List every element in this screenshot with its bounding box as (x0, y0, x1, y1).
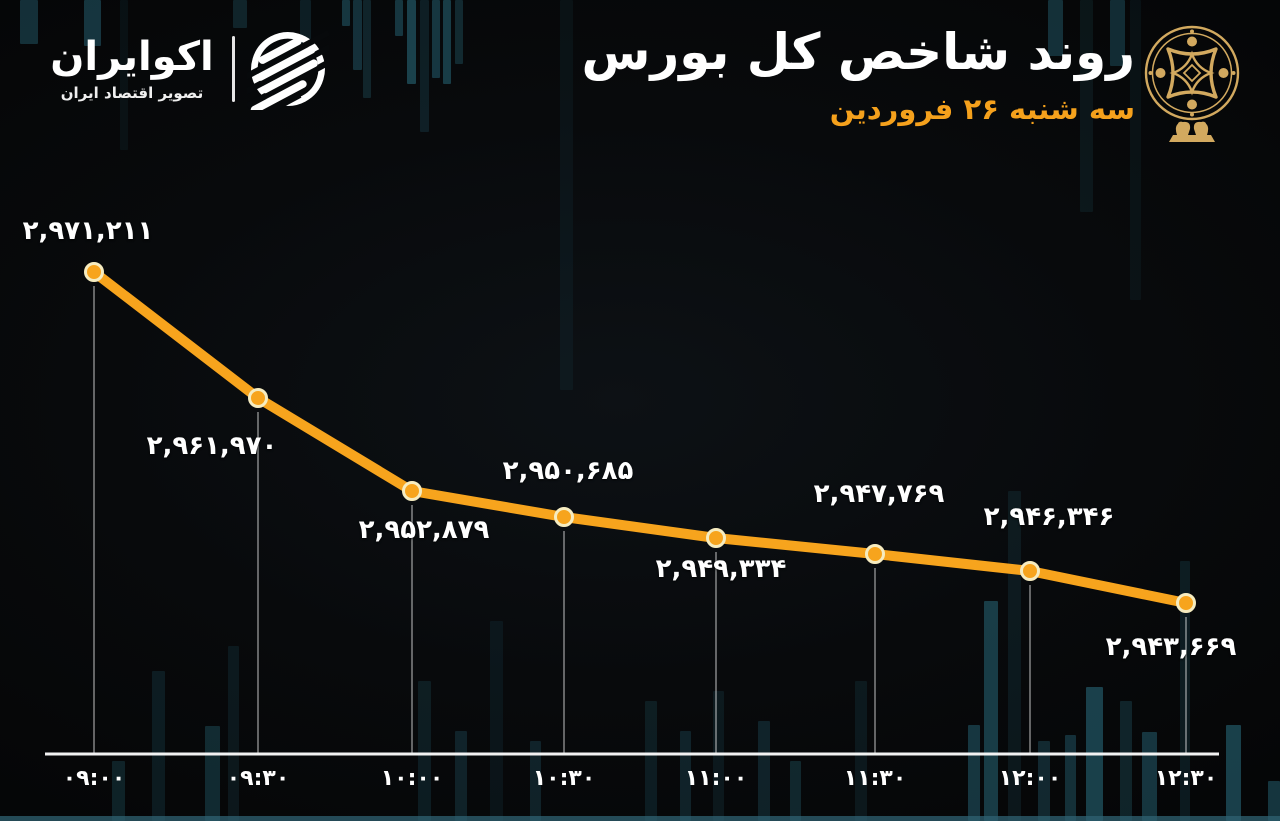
background-bar (455, 0, 463, 64)
background-bar (1120, 701, 1132, 821)
background-bar (1180, 561, 1190, 821)
background-bar (432, 0, 440, 78)
data-point-marker (1176, 593, 1196, 613)
background-bar (1048, 0, 1063, 56)
background-bar (1268, 781, 1280, 821)
background-bar (205, 726, 220, 821)
background-bar (560, 0, 573, 390)
background-bar (758, 721, 770, 821)
background-bar (1065, 735, 1076, 821)
background-bar (420, 0, 429, 132)
background-bar (1110, 0, 1125, 66)
background-bar (228, 646, 239, 821)
data-point-marker (402, 481, 422, 501)
background-bar (984, 601, 998, 821)
background-bar (395, 0, 403, 36)
background-bar (363, 0, 371, 98)
background-bar (1038, 741, 1050, 821)
background-bar (233, 0, 247, 28)
brand-text: اکوایران تصویر اقتصاد ایران (46, 34, 218, 102)
background-bar (443, 0, 451, 84)
page-title: روند شاخص کل بورس (581, 23, 1135, 81)
trend-line (89, 267, 1191, 608)
background-bar (855, 681, 867, 821)
data-point-marker (706, 528, 726, 548)
background-bar (1226, 725, 1241, 821)
background-bar (490, 621, 503, 821)
background-bar (342, 0, 350, 26)
ecoiran-logo-icon (247, 29, 329, 110)
ecoiran-brand: اکوایران تصویر اقتصاد ایران (46, 28, 329, 110)
bourse-emblem-icon (1144, 25, 1240, 142)
bottom-edge-strip (0, 816, 1280, 821)
chart-header: روند شاخص کل بورس سه شنبه ۲۶ فروردین (581, 23, 1135, 126)
date-label: سه شنبه ۲۶ فروردین (829, 91, 1135, 126)
background-bar (1130, 0, 1141, 300)
background-bar (645, 701, 657, 821)
background-bar (530, 741, 541, 821)
brand-divider (232, 36, 235, 102)
brand-tagline: تصویر اقتصاد ایران (60, 83, 204, 102)
data-point-marker (84, 262, 104, 282)
background-bar (407, 0, 416, 84)
background-bar (120, 0, 128, 150)
data-point-marker (248, 388, 268, 408)
background-bar (790, 761, 801, 821)
data-point-marker (554, 507, 574, 527)
background-bar (300, 0, 311, 62)
background-bar (968, 725, 980, 821)
brand-name: اکوایران (50, 34, 214, 81)
background-bar (680, 731, 691, 821)
background-bar (152, 671, 165, 821)
background-bar (84, 0, 101, 46)
background-bar (418, 681, 431, 821)
background-bar (20, 0, 38, 44)
background-bar (112, 761, 125, 821)
background-bar (713, 691, 724, 821)
background-bar (353, 0, 362, 70)
background-bar (1080, 0, 1093, 212)
data-point-marker (1020, 561, 1040, 581)
data-point-marker (865, 544, 885, 564)
